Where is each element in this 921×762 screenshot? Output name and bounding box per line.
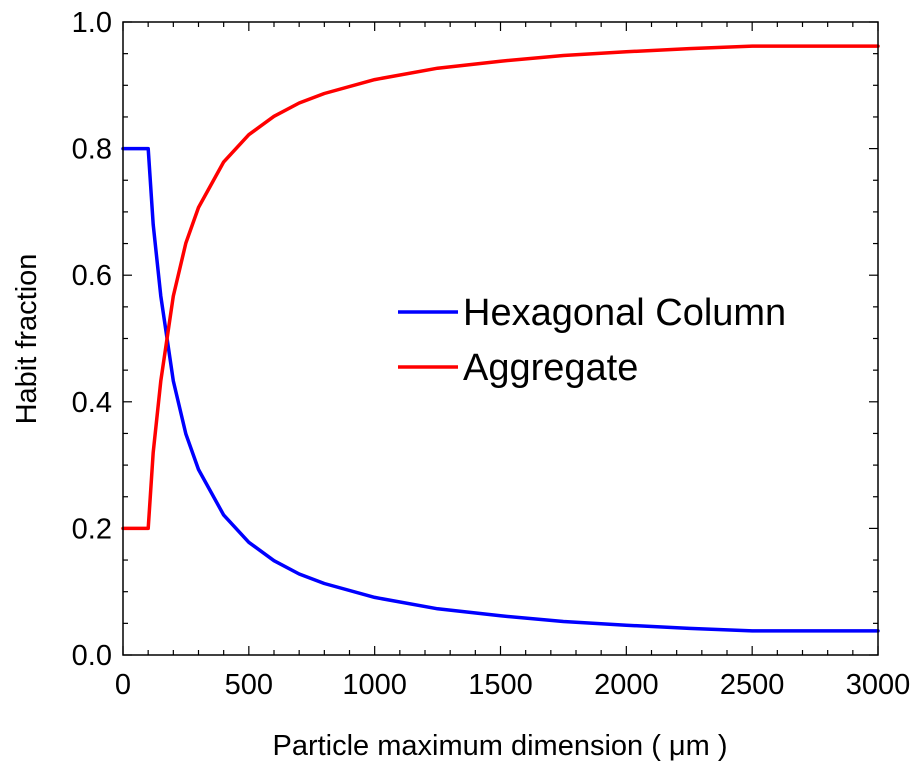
series-line-aggregate bbox=[121, 44, 880, 531]
series-line-hexagonal-column bbox=[121, 146, 880, 633]
y-tick-label: 0.8 bbox=[72, 134, 112, 166]
x-axis-title: Particle maximum dimension ( μm ) bbox=[272, 730, 727, 762]
x-tick-label: 500 bbox=[225, 669, 273, 701]
series-lines bbox=[121, 44, 880, 633]
y-tick-label: 0.2 bbox=[72, 513, 112, 545]
x-tick-label: 1500 bbox=[468, 669, 533, 701]
axis-ticks bbox=[122, 21, 879, 656]
legend: Hexagonal Column Aggregate bbox=[398, 292, 786, 389]
legend-label-hexagonal-column: Hexagonal Column bbox=[463, 292, 786, 334]
y-tick-label: 1.0 bbox=[72, 7, 112, 39]
y-axis-title: Habit fraction bbox=[11, 254, 43, 425]
y-tick-label: 0.0 bbox=[72, 640, 112, 672]
y-tick-label: 0.6 bbox=[72, 260, 112, 292]
x-tick-label: 2500 bbox=[720, 669, 785, 701]
legend-label-aggregate: Aggregate bbox=[463, 347, 638, 389]
x-tick-label: 3000 bbox=[846, 669, 911, 701]
y-tick-label: 0.4 bbox=[72, 387, 112, 419]
x-tick-label: 2000 bbox=[594, 669, 659, 701]
plot-frame bbox=[122, 21, 879, 656]
tick-labels: 0 500 1000 1500 2000 2500 3000 0.0 0.2 0.4 0.6 0.8 1… bbox=[72, 7, 911, 701]
x-tick-label: 1000 bbox=[342, 669, 407, 701]
x-tick-label: 0 bbox=[115, 669, 131, 701]
